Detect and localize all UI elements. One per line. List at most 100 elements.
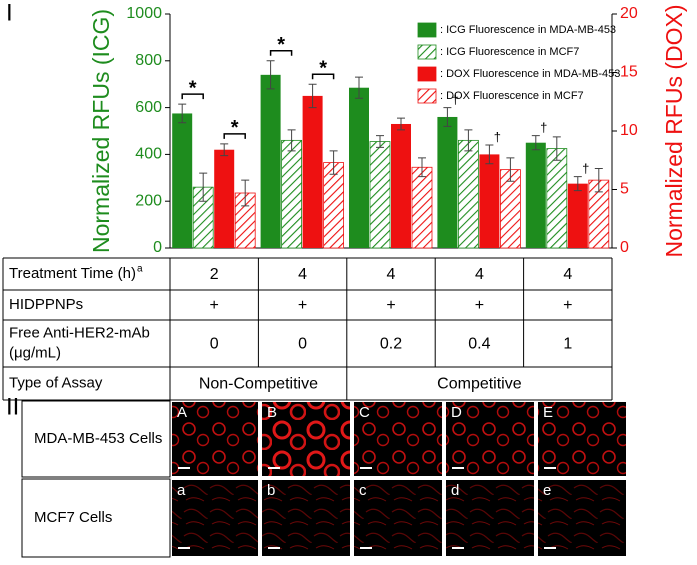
annotation: † xyxy=(540,120,547,135)
bar xyxy=(214,149,235,248)
error-bar xyxy=(199,172,208,202)
annotation: * xyxy=(189,77,197,99)
error-bar xyxy=(266,60,275,90)
annotation: † xyxy=(582,161,589,176)
bar xyxy=(457,139,479,249)
micrograph-label: A xyxy=(177,404,187,421)
table-cell: Competitive xyxy=(437,376,522,393)
row-label: Free Anti-HER2-mAb xyxy=(9,324,150,341)
table-cell: 0.4 xyxy=(468,336,490,353)
micrograph xyxy=(538,480,626,556)
table-cell: 4 xyxy=(387,266,396,283)
annotation: * xyxy=(319,57,327,79)
y2-tick-label: 10 xyxy=(620,122,638,139)
legend-label: : ICG Fluorescence in MDA-MB-453 xyxy=(440,24,616,36)
table-cell: 2 xyxy=(210,266,219,283)
y2-tick-label: 15 xyxy=(620,64,638,81)
significance-bracket xyxy=(269,50,293,56)
table-cell: + xyxy=(563,297,572,314)
y2-tick-label: 20 xyxy=(620,5,638,22)
bar xyxy=(479,154,500,248)
bar xyxy=(391,123,411,248)
y2-axis-title: Normalized RFUs (DOX) xyxy=(661,4,687,257)
bar xyxy=(369,141,391,249)
error-bar xyxy=(443,107,452,127)
table-cell: + xyxy=(210,297,219,314)
row-label-frame xyxy=(21,478,171,558)
legend-label: : DOX Fluorescence in MCF7 xyxy=(440,90,584,102)
error-bar xyxy=(552,136,561,161)
panel-label: II xyxy=(6,393,19,420)
row-label: HIDPPNPs xyxy=(9,296,83,313)
error-bar xyxy=(531,135,540,151)
micrograph-label: E xyxy=(543,404,553,421)
micrograph xyxy=(262,402,350,476)
table-cell: + xyxy=(386,297,395,314)
table-cell: Non-Competitive xyxy=(199,376,318,393)
micrograph-label: C xyxy=(359,404,370,421)
y-tick-label: 400 xyxy=(135,146,162,163)
row-label: (μg/mL) xyxy=(9,344,61,361)
bar xyxy=(323,162,345,249)
legend-swatch xyxy=(417,88,437,104)
row-label-superscript: a xyxy=(137,264,143,275)
y2-tick-label: 5 xyxy=(620,181,629,198)
micrograph xyxy=(446,480,534,556)
bar xyxy=(437,116,458,249)
micrograph xyxy=(172,480,258,556)
annotation: * xyxy=(231,117,239,139)
micrograph-label: d xyxy=(451,482,459,499)
y-tick-label: 200 xyxy=(135,192,162,209)
micrograph xyxy=(262,480,350,556)
significance-bracket xyxy=(311,73,335,80)
table-cell: 0 xyxy=(298,336,307,353)
error-bar xyxy=(178,103,187,124)
micrograph-label: D xyxy=(451,404,462,421)
error-bar xyxy=(308,83,317,109)
table-cell: 4 xyxy=(298,266,307,283)
table-cell: 4 xyxy=(563,266,572,283)
micrograph xyxy=(354,480,442,556)
error-bar xyxy=(220,143,229,157)
bar xyxy=(525,142,546,248)
bar xyxy=(172,113,193,248)
bar xyxy=(349,87,369,249)
row-label: Type of Assay xyxy=(9,374,103,391)
micrograph xyxy=(172,402,258,476)
micrograph xyxy=(538,402,626,476)
micrograph-label: B xyxy=(267,404,277,421)
micrograph xyxy=(446,402,534,476)
table-cell: 0 xyxy=(210,336,219,353)
table-cell: + xyxy=(298,297,307,314)
y-tick-label: 600 xyxy=(135,99,162,116)
legend-swatch xyxy=(417,44,437,60)
panel-label: I xyxy=(6,0,13,26)
micrograph xyxy=(354,402,442,476)
error-bar xyxy=(397,117,405,131)
y2-tick-label: 0 xyxy=(620,239,629,256)
micrograph-label: c xyxy=(359,482,367,499)
significance-bracket xyxy=(223,133,246,139)
row-label-frame xyxy=(21,400,171,478)
row-label: Treatment Time (h) xyxy=(9,265,136,282)
error-bar xyxy=(376,135,384,148)
micrograph-label: e xyxy=(543,482,551,499)
bar xyxy=(411,166,433,249)
image-row-label: MCF7 Cells xyxy=(34,509,112,526)
bar xyxy=(302,95,323,249)
table-cell: 0.2 xyxy=(380,336,402,353)
error-bar xyxy=(594,167,603,193)
error-bar xyxy=(287,129,296,152)
significance-bracket xyxy=(181,93,204,100)
table-cell: + xyxy=(475,297,484,314)
table-cell: 1 xyxy=(563,336,572,353)
y-tick-label: 0 xyxy=(153,239,162,256)
annotation: † xyxy=(452,92,459,107)
micrograph-label: b xyxy=(267,482,275,499)
bar xyxy=(567,183,588,248)
error-bar xyxy=(355,76,363,99)
annotation: * xyxy=(277,34,285,56)
error-bar xyxy=(418,157,426,178)
error-bar xyxy=(573,176,582,192)
